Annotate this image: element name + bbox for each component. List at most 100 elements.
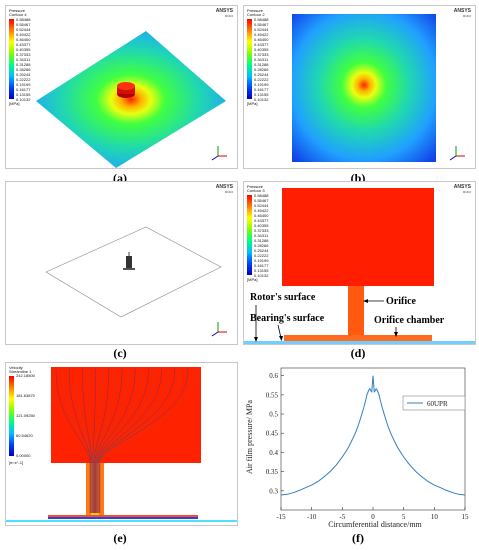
legend-tick: 0.16177 — [254, 263, 269, 268]
panel-c-mesh — [45, 226, 227, 337]
legend-title: Velocity — [9, 365, 23, 370]
y-tick-label: 0.35 — [266, 468, 279, 476]
legend-colorbar — [9, 376, 14, 456]
y-tick-label: 0.55 — [266, 391, 279, 399]
legend-tick: 0.10132 — [254, 273, 269, 278]
legend-d: Pressure Contour 3 — [247, 185, 265, 193]
legend-tick: 0.19199 — [254, 258, 269, 263]
streamline — [62, 368, 91, 513]
streamline — [93, 368, 110, 513]
legend-tick: 0.19199 — [254, 82, 269, 87]
legend-box: 60UPR — [402, 395, 466, 411]
panel-b-plate — [292, 14, 465, 162]
legend-a: Pressure Contour 4 — [9, 9, 27, 17]
legend-tick: 0.31288 — [254, 238, 269, 243]
legend-subtitle: Streamline 1 — [9, 369, 32, 374]
legend-tick: 0.16177 — [254, 87, 269, 92]
streamline — [92, 368, 96, 513]
x-tick-labels: -15 -10 -5 0 5 10 15 — [276, 513, 469, 521]
legend-unit: [m s^-1] — [9, 460, 24, 465]
panel-d-section — [244, 188, 475, 344]
legend-tick: 0.13155 — [16, 92, 31, 97]
legend-title: Pressure — [247, 184, 264, 189]
legend-tick: 0.25244 — [254, 72, 269, 77]
legend-tick: 0.22222 — [254, 253, 269, 258]
legend-tick: 0.22222 — [254, 77, 269, 82]
legend-tick: 0.28266 — [254, 243, 269, 248]
label-rotor-surface: Rotor's surface — [250, 292, 316, 303]
streamline — [94, 368, 129, 513]
y-tick-label: 0.4 — [269, 449, 278, 457]
x-tick-label: 10 — [431, 513, 439, 521]
streamline — [88, 368, 93, 513]
legend-tick: 0.31288 — [16, 62, 31, 67]
legend-tick: 242.18500 — [16, 373, 35, 378]
legend-tick: 0.40355 — [254, 223, 269, 228]
legend-tick: 0.16177 — [16, 87, 31, 92]
legend-tick: 0.49422 — [254, 208, 269, 213]
legend-tick: 181.63870 — [16, 393, 35, 398]
caption-d: (d) — [350, 346, 366, 360]
legend-tick: 0.43377 — [254, 218, 269, 223]
triad-icon — [211, 322, 227, 337]
panel-a-plate — [36, 31, 227, 168]
legend-tick: 0.28266 — [254, 67, 269, 72]
legend-colorbar — [247, 195, 252, 275]
legend-tick: 0.34311 — [16, 57, 31, 62]
legend-ticks: 0.58488 0.55467 0.52444 0.49422 0.46400 0.433… — [254, 17, 268, 102]
legend-tick: 0.43377 — [16, 42, 31, 47]
triad-icon — [449, 146, 465, 161]
legend-tick: 121.09250 — [16, 413, 35, 418]
legend-unit: [MPa] — [9, 101, 20, 106]
streamline — [96, 368, 149, 513]
legend-unit: [MPa] — [247, 101, 258, 106]
caption-e: (e) — [113, 531, 127, 545]
legend-entry: 60UPR — [427, 400, 448, 408]
legend-tick: 0.49422 — [254, 32, 269, 37]
legend-tick: 0.46400 — [16, 37, 31, 42]
triad-icon — [211, 146, 227, 161]
legend-tick: 0.52444 — [254, 203, 269, 208]
panel-b: ANSYS R19.0 Pressure Contour 2 0.58488 0.5… — [243, 5, 476, 169]
ansys-logo: ANSYS R19.0 — [453, 184, 471, 195]
legend-b: Pressure Contour 2 — [247, 9, 265, 17]
legend-tick: 0.31288 — [254, 62, 269, 67]
legend-tick: 0.40355 — [16, 47, 31, 52]
legend-colorbar — [9, 19, 14, 99]
label-bearing-surface: Bearing's surface — [250, 313, 325, 324]
legend-tick: 0.55467 — [254, 198, 269, 203]
streamline — [98, 368, 176, 513]
ansys-logo: ANSYS R19.0 — [215, 8, 233, 19]
y-tick-label: 0.5 — [269, 411, 278, 419]
legend-tick: 0.19199 — [16, 82, 31, 87]
panel-d: ANSYS R19.0 Pressure Contour 3 0.58488 0.5… — [243, 181, 476, 345]
legend-tick: 0.34311 — [254, 233, 269, 238]
y-tick-label: 0.45 — [266, 430, 279, 438]
panel-c: ANSYS R19.0 — [5, 181, 238, 345]
legend-ticks: 0.58488 0.55467 0.52444 0.49422 0.46400 0.433… — [16, 17, 30, 102]
legend-tick: 0.37333 — [16, 52, 31, 57]
legend-tick: 60.54620 — [16, 433, 33, 438]
legend-tick: 0.58488 — [254, 17, 269, 22]
caption-f: (f) — [352, 531, 364, 545]
y-tick-label: 0.3 — [269, 487, 278, 495]
legend-subtitle: Contour 3 — [247, 188, 265, 193]
legend-tick: 0.13155 — [254, 92, 269, 97]
x-tick-label: 0 — [371, 513, 375, 521]
legend-tick: 0.58488 — [16, 17, 31, 22]
x-tick-label: 15 — [462, 513, 470, 521]
legend-colorbar — [247, 19, 252, 99]
series-line-60upr — [280, 375, 466, 496]
legend-tick: 0.49422 — [16, 32, 31, 37]
streamline — [68, 368, 92, 513]
streamline-set — [55, 368, 195, 513]
x-tick-label: -15 — [276, 513, 286, 521]
annotation-arrows — [254, 299, 398, 342]
legend-tick: 0.40355 — [254, 47, 269, 52]
x-tick-label: 5 — [402, 513, 406, 521]
legend-tick: 0.46400 — [254, 213, 269, 218]
legend-ticks: 242.18500 181.63870 121.09250 60.54620 0… — [16, 374, 35, 458]
panel-f: -15 -10 -5 0 5 10 15 0.3 0.35 0.4 0.45 0.5 0.55 0.6 … — [243, 362, 474, 530]
x-axis-label: Circumferential distance/mm — [328, 520, 422, 529]
y-tick-labels: 0.3 0.35 0.4 0.45 0.5 0.55 0.6 — [266, 372, 279, 495]
